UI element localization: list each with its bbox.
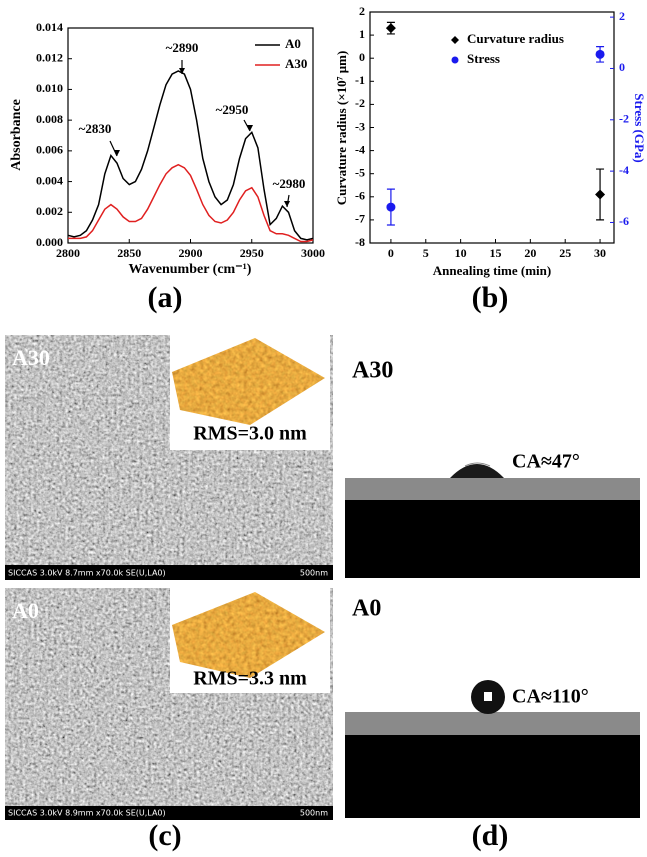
annotation: ~2890 bbox=[166, 40, 199, 55]
x-tick-label: 20 bbox=[524, 246, 536, 260]
data-point bbox=[595, 49, 605, 59]
annotation: ~2830 bbox=[79, 121, 112, 136]
sem-image bbox=[5, 588, 333, 820]
y-tick-label: 0.014 bbox=[36, 20, 63, 34]
x-tick-label: 0 bbox=[388, 246, 394, 260]
data-point bbox=[385, 23, 396, 34]
scale-bar-label: 500nm bbox=[300, 569, 328, 578]
sem-image bbox=[5, 335, 333, 580]
arrow-head bbox=[247, 125, 253, 131]
sample-label: A30 bbox=[12, 345, 50, 370]
arrow-head bbox=[179, 68, 185, 74]
y-tick-label: 0.012 bbox=[36, 50, 63, 64]
arrow-head bbox=[114, 150, 120, 156]
x-tick-label: 5 bbox=[423, 246, 429, 260]
x-tick-label: 30 bbox=[594, 246, 606, 260]
y-tick-label: -7 bbox=[355, 212, 365, 226]
legend-label: A30 bbox=[285, 56, 307, 71]
y-tick-label: -3 bbox=[355, 119, 365, 133]
legend-label: A0 bbox=[285, 36, 301, 51]
legend-label: Stress bbox=[467, 51, 500, 66]
y-axis-title: Curvature radius (×10⁷ μm) bbox=[334, 51, 349, 206]
annotation-arrow bbox=[243, 119, 251, 132]
y2-tick-label: 2 bbox=[619, 9, 625, 23]
annotation: ~2980 bbox=[273, 176, 306, 191]
legend-swatch bbox=[451, 56, 459, 64]
y-tick-label: 0.010 bbox=[36, 81, 63, 95]
sem-info: SICCAS 3.0kV 8.7mm x70.0k SE(U,LA0) bbox=[8, 569, 166, 578]
y-axis-title: Absorbance bbox=[9, 99, 24, 171]
scale-bar-label: 500nm bbox=[300, 809, 328, 818]
y-tick-label: 0 bbox=[359, 50, 365, 64]
sample-label: A0 bbox=[352, 596, 381, 622]
rms-label: RMS=3.0 nm bbox=[193, 423, 307, 445]
x-axis-title: Annealing time (min) bbox=[433, 263, 551, 278]
data-line bbox=[67, 70, 314, 241]
sample-label: A30 bbox=[352, 358, 393, 384]
x-tick-label: 3000 bbox=[301, 246, 325, 260]
y-tick-label: 0.002 bbox=[36, 204, 63, 218]
y-tick-label: 2 bbox=[359, 4, 365, 18]
legend-label: Curvature radius bbox=[467, 31, 564, 46]
y-tick-label: 0.008 bbox=[36, 112, 63, 126]
y-tick-label: -4 bbox=[355, 142, 365, 156]
x-tick-label: 2850 bbox=[117, 246, 141, 260]
data-point bbox=[386, 202, 396, 212]
sem-info: SICCAS 3.0kV 8.9mm x70.0k SE(U,LA0) bbox=[8, 809, 166, 818]
x-axis-title: Wavenumber (cm⁻¹) bbox=[129, 262, 252, 277]
contact-angle-image bbox=[345, 462, 640, 578]
panel-label: (b) bbox=[472, 281, 509, 314]
y-tick-label: 1 bbox=[359, 27, 365, 41]
x-tick-label: 25 bbox=[559, 246, 571, 260]
y2-tick-label: -4 bbox=[619, 163, 629, 177]
x-tick-label: 15 bbox=[489, 246, 501, 260]
y-tick-label: -5 bbox=[355, 165, 365, 179]
panel-label: (d) bbox=[472, 819, 509, 852]
panel-label: (c) bbox=[148, 819, 181, 852]
x-tick-label: 10 bbox=[455, 246, 467, 260]
legend-swatch bbox=[451, 36, 459, 44]
y2-axis-title: Stress (GPa) bbox=[632, 93, 647, 162]
panel-label: (a) bbox=[148, 281, 183, 314]
y-tick-label: -1 bbox=[355, 73, 365, 87]
y-tick-label: -8 bbox=[355, 235, 365, 249]
x-tick-label: 2950 bbox=[240, 246, 264, 260]
y-tick-label: -2 bbox=[355, 96, 365, 110]
x-tick-label: 2800 bbox=[56, 246, 80, 260]
contact-angle-label: CA≈110° bbox=[512, 686, 589, 708]
y-tick-label: 0.006 bbox=[36, 143, 63, 157]
arrow-head bbox=[284, 201, 290, 207]
x-tick-label: 2900 bbox=[179, 246, 203, 260]
rms-label: RMS=3.3 nm bbox=[193, 668, 307, 690]
annotation: ~2950 bbox=[216, 102, 249, 117]
y2-tick-label: -6 bbox=[619, 214, 629, 228]
sample-label: A0 bbox=[12, 598, 39, 623]
data-point bbox=[595, 189, 606, 200]
y-tick-label: -6 bbox=[355, 189, 365, 203]
contact-angle-label: CA≈47° bbox=[512, 451, 580, 473]
y2-tick-label: -2 bbox=[619, 112, 629, 126]
plot-frame bbox=[369, 11, 615, 244]
contact-angle-image bbox=[345, 680, 640, 818]
data-line bbox=[68, 163, 314, 243]
y2-tick-label: 0 bbox=[619, 60, 625, 74]
y-tick-label: 0.004 bbox=[36, 173, 63, 187]
y-tick-label: 0.000 bbox=[36, 235, 63, 249]
